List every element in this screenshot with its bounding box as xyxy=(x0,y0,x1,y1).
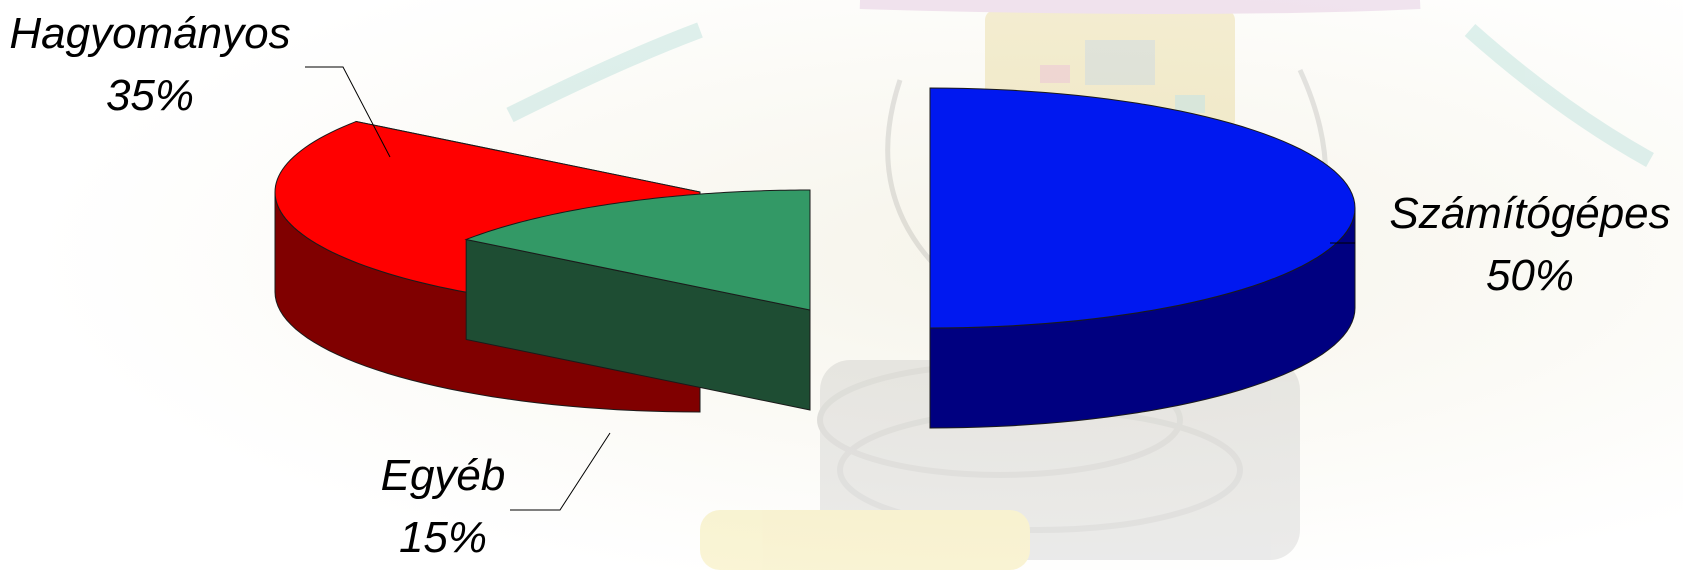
slice-label: Egyéb xyxy=(381,451,506,500)
slice-value-label: 15% xyxy=(399,513,487,562)
slice-top xyxy=(464,189,811,311)
slice-label: Számítógépes xyxy=(1389,189,1670,238)
slice-label: Hagyományos xyxy=(9,9,290,58)
slice-value-label: 50% xyxy=(1486,251,1574,300)
pie-slices xyxy=(274,87,1356,429)
slice-top xyxy=(929,87,1356,329)
leader-lines xyxy=(305,66,1355,511)
leader-line xyxy=(305,66,391,158)
slice-sz-m-t-g-pes xyxy=(929,87,1356,429)
leader-line xyxy=(510,432,611,511)
slice-value-label: 35% xyxy=(106,71,194,120)
slice-egy-b xyxy=(464,189,811,411)
slice-labels: Számítógépes 50% Hagyományos 35% Egyéb 15% xyxy=(9,9,1670,562)
